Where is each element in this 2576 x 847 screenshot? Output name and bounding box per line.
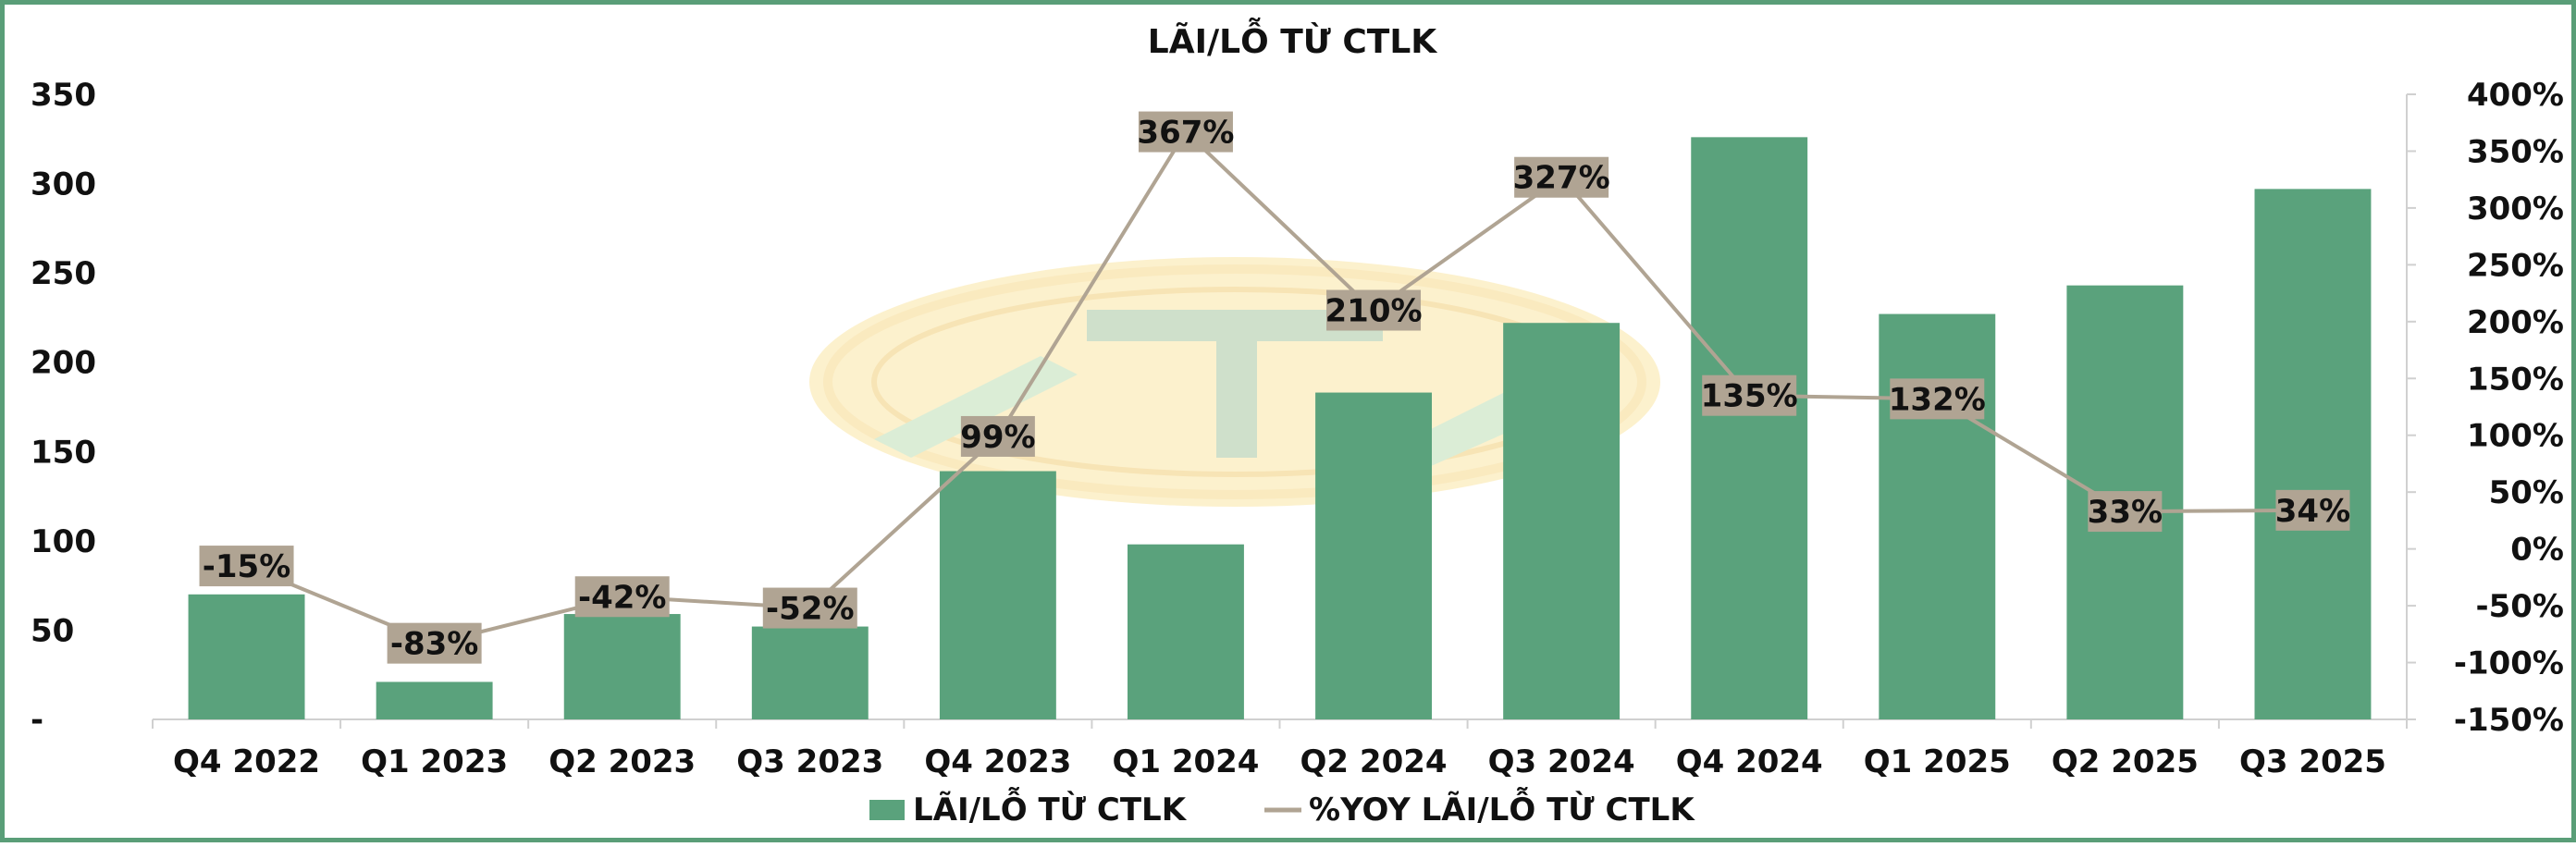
data-label: -83%	[390, 626, 479, 663]
y-right-tick-label: -50%	[2476, 588, 2565, 625]
bar	[563, 614, 681, 719]
bar	[2254, 189, 2372, 719]
y-right-tick-label: -150%	[2454, 702, 2564, 739]
data-label: -52%	[766, 591, 855, 628]
bar-series	[188, 137, 2372, 720]
y-left-tick-label: 250	[31, 255, 96, 292]
data-label-box	[960, 415, 1035, 457]
bar	[1128, 544, 1244, 719]
x-axis-ticks: Q4 2022 Q1 2023 Q2 2023 Q3 2023 Q4 2023 Q1 20…	[173, 743, 2386, 780]
data-label: 367%	[1137, 115, 1234, 152]
legend-bar-label: LÃI/LỖ TỪ CTLK	[913, 786, 1188, 829]
y-right-tick-label: 400%	[2467, 77, 2564, 114]
y-axis-left-ticks: - 50 100 150 200 250 300 350	[31, 77, 96, 739]
y-right-tick-label: 100%	[2467, 418, 2564, 455]
data-label-box	[2275, 489, 2350, 531]
axes	[152, 94, 2408, 729]
x-tick-label: Q1 2025	[1864, 743, 2011, 780]
x-tick-label: Q3 2024	[1488, 743, 1635, 780]
data-label-box	[2088, 491, 2163, 533]
bar	[1315, 392, 1432, 719]
bar	[376, 681, 493, 719]
y-axis-right-ticks: -150% -100% -50% 0% 50% 100% 150% 200% 250% 300% 3…	[2407, 77, 2564, 739]
line-data-labels: -15% -83% -42% -52% 99% 367% 210% 327% 135% 132% 3…	[199, 111, 2350, 664]
x-tick-label: Q1 2023	[361, 743, 508, 780]
x-tick-label: Q4 2022	[173, 743, 320, 780]
bar	[939, 471, 1056, 719]
data-label: 135%	[1701, 378, 1798, 415]
y-left-tick-label: -	[31, 702, 43, 739]
data-label-box	[199, 546, 294, 587]
data-label: 99%	[960, 419, 1035, 456]
data-label-box	[1514, 156, 1609, 198]
y-right-tick-label: 350%	[2467, 133, 2564, 170]
y-right-tick-label: 250%	[2467, 247, 2564, 284]
data-label: 132%	[1889, 381, 1986, 418]
legend-bar-swatch	[869, 800, 905, 820]
y-left-tick-label: 50	[31, 612, 74, 649]
data-label-box	[387, 622, 482, 664]
data-label-box	[1326, 289, 1422, 331]
x-tick-label: Q2 2025	[2052, 743, 2199, 780]
y-right-tick-label: 200%	[2467, 304, 2564, 341]
x-tick-label: Q4 2024	[1676, 743, 1823, 780]
data-label: 34%	[2275, 493, 2350, 530]
bar	[1691, 137, 1808, 720]
x-tick-label: Q3 2025	[2239, 743, 2386, 780]
data-label: 210%	[1325, 293, 1423, 330]
y-right-tick-label: -100%	[2454, 645, 2564, 682]
chart-svg: LÃI/LỖ TỪ CTLK - 50 100 150 200 250 300 350 -15…	[31, 18, 2564, 829]
legend-line-label: %YOY LÃI/LỖ TỪ CTLK	[1309, 786, 1695, 829]
y-right-tick-label: 300%	[2467, 190, 2564, 227]
data-label: 327%	[1513, 160, 1610, 197]
data-label: -42%	[578, 579, 667, 616]
y-left-tick-label: 100	[31, 523, 96, 560]
x-tick-label: Q2 2023	[548, 743, 696, 780]
bar	[188, 594, 305, 719]
x-tick-label: Q4 2023	[924, 743, 1071, 780]
data-label-box	[1890, 378, 1985, 420]
data-label-box	[762, 587, 857, 629]
data-label: -15%	[203, 548, 291, 585]
y-left-tick-label: 300	[31, 166, 96, 203]
y-right-tick-label: 0%	[2510, 532, 2564, 569]
bar	[751, 626, 869, 719]
y-left-tick-label: 150	[31, 434, 96, 471]
y-right-tick-label: 150%	[2467, 361, 2564, 398]
y-left-tick-label: 350	[31, 77, 96, 114]
data-label-box	[574, 576, 670, 618]
x-tick-label: Q3 2023	[736, 743, 883, 780]
x-tick-label: Q1 2024	[1112, 743, 1259, 780]
data-label-box	[1702, 374, 1797, 416]
data-label-box	[1138, 111, 1233, 153]
y-left-tick-label: 200	[31, 345, 96, 382]
bar	[1879, 313, 1996, 719]
chart-title: LÃI/LỖ TỪ CTLK	[1148, 18, 1438, 61]
bar	[1503, 323, 1621, 719]
x-tick-label: Q2 2024	[1300, 743, 1448, 780]
legend: LÃI/LỖ TỪ CTLK %YOY LÃI/LỖ TỪ CTLK	[869, 786, 1695, 829]
y-right-tick-label: 50%	[2489, 474, 2564, 511]
data-label: 33%	[2088, 494, 2163, 531]
